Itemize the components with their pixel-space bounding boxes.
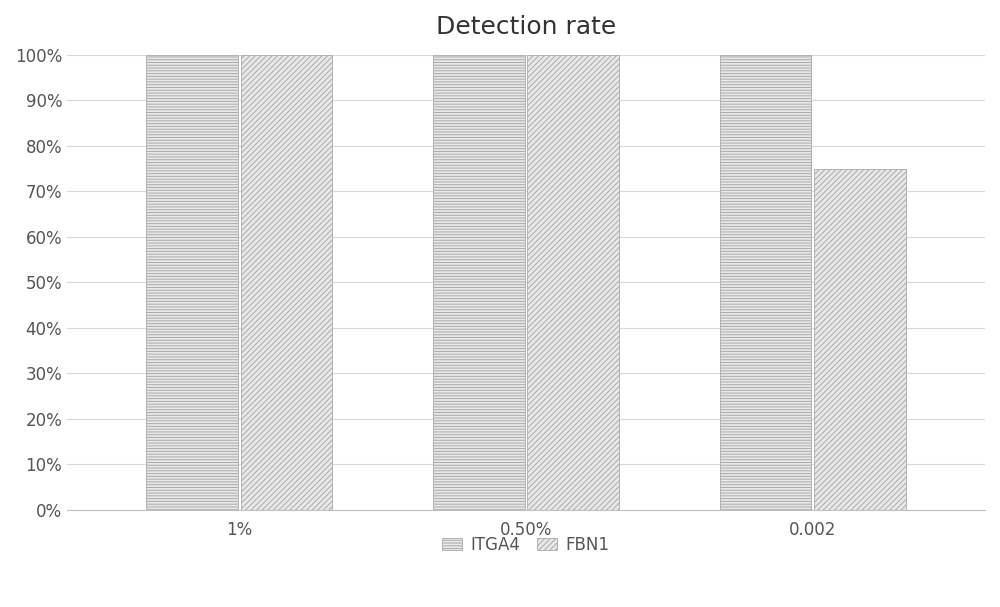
Title: Detection rate: Detection rate	[436, 15, 616, 39]
Bar	[720, 55, 811, 510]
Bar	[241, 55, 332, 510]
Bar	[814, 169, 906, 510]
Bar	[146, 55, 238, 510]
Legend: ITGA4, FBN1: ITGA4, FBN1	[436, 529, 616, 561]
Bar	[433, 55, 525, 510]
Bar	[527, 55, 619, 510]
